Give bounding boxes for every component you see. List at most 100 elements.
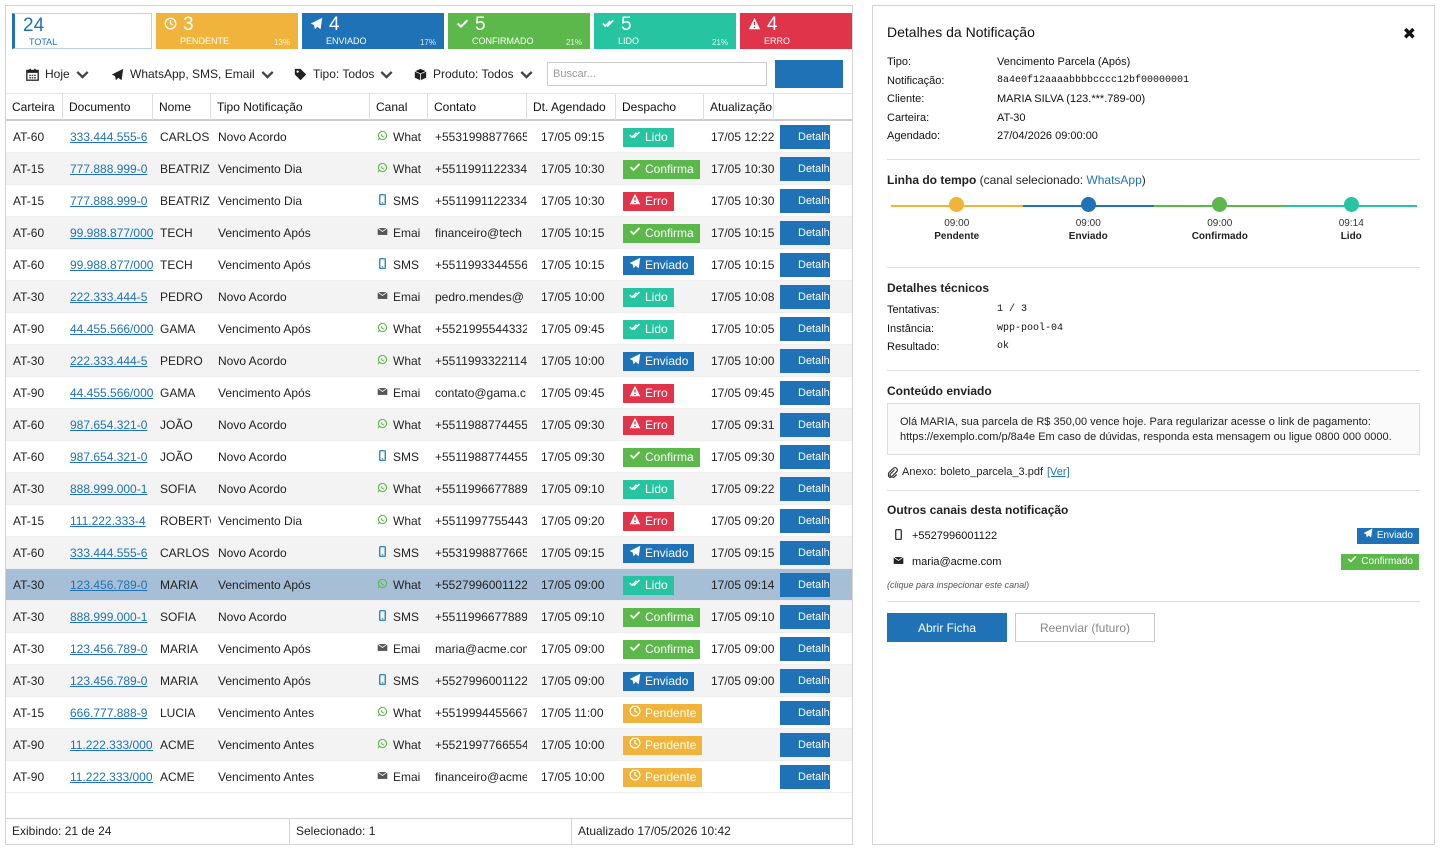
details-button[interactable]: Detalhes bbox=[780, 189, 830, 214]
attachment-view-link[interactable]: [Ver] bbox=[1047, 466, 1070, 478]
document-link[interactable]: 888.999.000-1 bbox=[70, 609, 148, 624]
details-button[interactable]: Detalhes bbox=[780, 157, 830, 182]
table-row[interactable]: AT-30 123.456.789-0 MARIA Vencimento Apó… bbox=[6, 633, 852, 665]
cell-documento[interactable]: 222.333.444-5 bbox=[63, 281, 153, 313]
stat-confirmado[interactable]: 5 CONFIRMADO 21% bbox=[448, 13, 590, 49]
column-header[interactable]: Nome bbox=[153, 94, 211, 120]
cell-documento[interactable]: 11.222.333/0001 bbox=[63, 729, 153, 761]
details-button[interactable]: Detalhes bbox=[780, 541, 830, 566]
details-button[interactable]: Detalhes bbox=[780, 733, 830, 758]
table-row[interactable]: AT-15 111.222.333-4 ROBERTO Vencimento D… bbox=[6, 505, 852, 537]
document-link[interactable]: 333.444.555-6 bbox=[70, 545, 148, 560]
column-header[interactable]: Despacho bbox=[616, 94, 704, 120]
stat-total[interactable]: 24 TOTAL bbox=[12, 13, 152, 49]
details-button[interactable]: Detalhes bbox=[780, 285, 830, 310]
column-header[interactable]: Documento bbox=[63, 94, 153, 120]
document-link[interactable]: 111.222.333-4 bbox=[70, 513, 146, 528]
cell-documento[interactable]: 11.222.333/0001 bbox=[63, 761, 153, 793]
cell-documento[interactable]: 777.888.999-0 bbox=[63, 185, 153, 217]
details-button[interactable]: Detalhes bbox=[780, 605, 830, 630]
table-row[interactable]: AT-15 777.888.999-0 BEATRIZ Vencimento D… bbox=[6, 153, 852, 185]
column-header[interactable]: Contato bbox=[428, 94, 527, 120]
type-filter[interactable]: Tipo: Todos bbox=[294, 60, 393, 88]
cell-documento[interactable]: 666.777.888-9 bbox=[63, 697, 153, 729]
document-link[interactable]: 11.222.333/0001 bbox=[70, 769, 153, 784]
table-row[interactable]: AT-30 888.999.000-1 SOFIA Novo Acordo Wh… bbox=[6, 473, 852, 505]
search-input[interactable] bbox=[547, 62, 767, 86]
column-header[interactable] bbox=[774, 94, 852, 120]
close-icon[interactable]: ✖ bbox=[1402, 26, 1416, 43]
document-link[interactable]: 123.456.789-0 bbox=[70, 641, 148, 656]
search-button[interactable] bbox=[775, 60, 843, 88]
table-row[interactable]: AT-90 11.222.333/0001 ACME Vencimento An… bbox=[6, 761, 852, 793]
details-button[interactable]: Detalhes bbox=[780, 253, 830, 278]
cell-documento[interactable]: 111.222.333-4 bbox=[63, 505, 153, 537]
details-button[interactable]: Detalhes bbox=[780, 381, 830, 406]
cell-documento[interactable]: 222.333.444-5 bbox=[63, 345, 153, 377]
resend-button[interactable]: Reenviar (futuro) bbox=[1015, 613, 1155, 642]
product-filter[interactable]: Produto: Todos bbox=[414, 60, 533, 88]
cell-documento[interactable]: 987.654.321-0 bbox=[63, 409, 153, 441]
details-button[interactable]: Detalhes bbox=[780, 477, 830, 502]
document-link[interactable]: 888.999.000-1 bbox=[70, 481, 148, 496]
channel-filter[interactable]: WhatsApp, SMS, Email bbox=[111, 60, 274, 88]
document-link[interactable]: 987.654.321-0 bbox=[70, 449, 148, 464]
other-channel-item[interactable]: +5527996001122 bbox=[893, 529, 997, 543]
document-link[interactable]: 99.988.877/0001 bbox=[70, 257, 153, 272]
document-link[interactable]: 777.888.999-0 bbox=[70, 161, 148, 176]
details-button[interactable]: Detalhes bbox=[780, 637, 830, 662]
cell-documento[interactable]: 123.456.789-0 bbox=[63, 665, 153, 697]
details-button[interactable]: Detalhes bbox=[780, 573, 830, 598]
details-button[interactable]: Detalhes bbox=[780, 701, 830, 726]
document-link[interactable]: 777.888.999-0 bbox=[70, 193, 148, 208]
column-header[interactable]: Carteira bbox=[6, 94, 63, 120]
document-link[interactable]: 44.455.566/0001 bbox=[70, 385, 153, 400]
table-row[interactable]: AT-15 777.888.999-0 BEATRIZ Vencimento D… bbox=[6, 185, 852, 217]
table-row[interactable]: AT-15 666.777.888-9 LUCIA Vencimento Ant… bbox=[6, 697, 852, 729]
cell-documento[interactable]: 123.456.789-0 bbox=[63, 569, 153, 601]
table-row[interactable]: AT-60 333.444.555-6 CARLOS Novo Acordo W… bbox=[6, 121, 852, 153]
cell-documento[interactable]: 333.444.555-6 bbox=[63, 537, 153, 569]
details-button[interactable]: Detalhes bbox=[780, 221, 830, 246]
document-link[interactable]: 333.444.555-6 bbox=[70, 129, 148, 144]
table-row[interactable]: AT-90 11.222.333/0001 ACME Vencimento An… bbox=[6, 729, 852, 761]
column-header[interactable]: Dt. Agendado bbox=[527, 94, 616, 120]
document-link[interactable]: 11.222.333/0001 bbox=[70, 737, 153, 752]
table-row[interactable]: AT-60 99.988.877/0001 TECH Vencimento Ap… bbox=[6, 217, 852, 249]
document-link[interactable]: 123.456.789-0 bbox=[70, 577, 148, 592]
cell-documento[interactable]: 888.999.000-1 bbox=[63, 601, 153, 633]
table-row[interactable]: AT-90 44.455.566/0001 GAMA Vencimento Ap… bbox=[6, 313, 852, 345]
details-button[interactable]: Detalhes bbox=[780, 317, 830, 342]
details-button[interactable]: Detalhes bbox=[780, 125, 830, 150]
column-header[interactable]: Atualização bbox=[704, 94, 774, 120]
stat-erro[interactable]: 4 ERRO 17% bbox=[740, 13, 852, 49]
table-row[interactable]: AT-60 99.988.877/0001 TECH Vencimento Ap… bbox=[6, 249, 852, 281]
document-link[interactable]: 987.654.321-0 bbox=[70, 417, 148, 432]
details-button[interactable]: Detalhes bbox=[780, 413, 830, 438]
cell-documento[interactable]: 99.988.877/0001 bbox=[63, 249, 153, 281]
details-button[interactable]: Detalhes bbox=[780, 669, 830, 694]
column-header[interactable]: Tipo Notificação bbox=[211, 94, 370, 120]
cell-documento[interactable]: 777.888.999-0 bbox=[63, 153, 153, 185]
cell-documento[interactable]: 888.999.000-1 bbox=[63, 473, 153, 505]
cell-documento[interactable]: 987.654.321-0 bbox=[63, 441, 153, 473]
cell-documento[interactable]: 44.455.566/0001 bbox=[63, 313, 153, 345]
details-button[interactable]: Detalhes bbox=[780, 509, 830, 534]
stat-lido[interactable]: 5 LIDO 21% bbox=[594, 13, 736, 49]
details-button[interactable]: Detalhes bbox=[780, 445, 830, 470]
stat-pendente[interactable]: 3 PENDENTE 13% bbox=[156, 13, 298, 49]
column-header[interactable]: Canal bbox=[370, 94, 428, 120]
cell-documento[interactable]: 44.455.566/0001 bbox=[63, 377, 153, 409]
table-row[interactable]: AT-60 987.654.321-0 JOÃO Novo Acordo Wha… bbox=[6, 409, 852, 441]
stat-enviado[interactable]: 4 ENVIADO 17% bbox=[302, 13, 444, 49]
document-link[interactable]: 666.777.888-9 bbox=[70, 705, 148, 720]
table-row[interactable]: AT-30 123.456.789-0 MARIA Vencimento Apó… bbox=[6, 665, 852, 697]
document-link[interactable]: 222.333.444-5 bbox=[70, 353, 148, 368]
date-filter[interactable]: Hoje bbox=[26, 60, 89, 88]
details-button[interactable]: Detalhes bbox=[780, 349, 830, 374]
cell-documento[interactable]: 123.456.789-0 bbox=[63, 633, 153, 665]
open-record-button[interactable]: Abrir Ficha bbox=[887, 613, 1007, 642]
table-row[interactable]: AT-30 222.333.444-5 PEDRO Novo Acordo Wh… bbox=[6, 345, 852, 377]
table-row[interactable]: AT-30 888.999.000-1 SOFIA Novo Acordo SM… bbox=[6, 601, 852, 633]
table-row[interactable]: AT-30 123.456.789-0 MARIA Vencimento Apó… bbox=[6, 569, 852, 601]
